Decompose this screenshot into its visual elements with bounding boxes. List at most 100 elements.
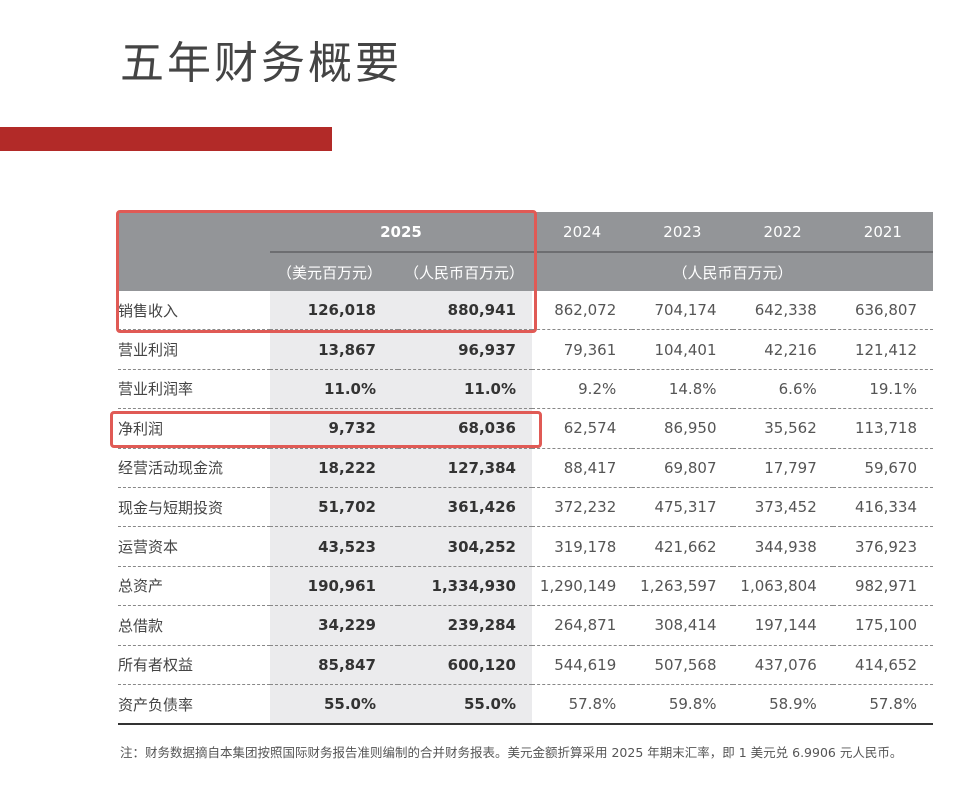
cell-2021: 59,670 — [832, 448, 933, 488]
cell-cny-2025: 11.0% — [398, 369, 532, 410]
header-unit-history: （人民币百万元） — [532, 252, 933, 291]
cell-2024: 79,361 — [532, 329, 633, 370]
financial-summary-table-wrap: 2025 2024 2023 2022 2021 （美元百万元） （人民币百万元… — [118, 212, 933, 726]
cell-2024: 62,574 — [532, 408, 633, 449]
cell-2022: 42,216 — [732, 329, 833, 370]
header-unit-cny: （人民币百万元） — [398, 252, 532, 291]
cell-2024: 1,290,149 — [532, 566, 633, 607]
cell-cny-2025: 1,334,930 — [398, 566, 532, 607]
cell-usd-2025: 13,867 — [270, 329, 398, 370]
cell-2022: 344,938 — [732, 526, 833, 567]
header-year-2024: 2024 — [532, 212, 633, 253]
cell-2021: 416,334 — [832, 487, 933, 528]
cell-2023: 59.8% — [632, 684, 733, 726]
accent-bar — [0, 127, 332, 151]
cell-2021: 113,718 — [832, 408, 933, 449]
cell-2023: 507,568 — [632, 645, 733, 685]
cell-2021: 414,652 — [832, 645, 933, 685]
cell-2023: 421,662 — [632, 526, 733, 567]
row-label: 现金与短期投资 — [118, 487, 270, 528]
cell-cny-2025: 127,384 — [398, 448, 532, 488]
row-label: 总借款 — [118, 605, 270, 646]
cell-2023: 14.8% — [632, 369, 733, 410]
header-unit-usd: （美元百万元） — [270, 252, 398, 291]
header-year-2023: 2023 — [632, 212, 733, 253]
header-year-2021: 2021 — [832, 212, 933, 253]
cell-usd-2025: 85,847 — [270, 645, 398, 685]
cell-2021: 121,412 — [832, 329, 933, 370]
page-title: 五年财务概要 — [120, 38, 402, 89]
cell-usd-2025: 43,523 — [270, 526, 398, 567]
cell-2022: 1,063,804 — [732, 566, 833, 607]
cell-2021: 19.1% — [832, 369, 933, 410]
cell-2022: 6.6% — [732, 369, 833, 410]
cell-2022: 642,338 — [732, 291, 833, 331]
cell-2021: 636,807 — [832, 291, 933, 331]
header-blank — [118, 212, 270, 252]
cell-2024: 372,232 — [532, 487, 633, 528]
table-row: 运营资本 43,523 304,252 319,178 421,662 344,… — [118, 526, 933, 567]
cell-usd-2025: 11.0% — [270, 369, 398, 410]
row-label: 营业利润率 — [118, 369, 270, 410]
cell-2022: 437,076 — [732, 645, 833, 685]
cell-2023: 104,401 — [632, 329, 733, 370]
cell-2024: 319,178 — [532, 526, 633, 567]
cell-cny-2025: 239,284 — [398, 605, 532, 646]
table-row: 所有者权益 85,847 600,120 544,619 507,568 437… — [118, 645, 933, 685]
cell-2024: 862,072 — [532, 291, 633, 331]
header-year-2022: 2022 — [732, 212, 833, 253]
cell-cny-2025: 600,120 — [398, 645, 532, 685]
cell-cny-2025: 55.0% — [398, 684, 532, 726]
table-body: 销售收入 126,018 880,941 862,072 704,174 642… — [118, 291, 933, 726]
row-label: 营业利润 — [118, 329, 270, 370]
header-unit-row: （美元百万元） （人民币百万元） （人民币百万元） — [118, 252, 933, 291]
cell-2021: 175,100 — [832, 605, 933, 646]
table-row: 资产负债率 55.0% 55.0% 57.8% 59.8% 58.9% 57.8… — [118, 684, 933, 726]
cell-2024: 57.8% — [532, 684, 633, 726]
cell-2024: 9.2% — [532, 369, 633, 410]
cell-2023: 704,174 — [632, 291, 733, 331]
cell-usd-2025: 9,732 — [270, 408, 398, 449]
row-label: 净利润 — [118, 408, 270, 449]
cell-2022: 197,144 — [732, 605, 833, 646]
cell-2022: 58.9% — [732, 684, 833, 726]
row-label: 资产负债率 — [118, 684, 270, 726]
cell-2021: 982,971 — [832, 566, 933, 607]
cell-cny-2025: 68,036 — [398, 408, 532, 449]
table-row: 现金与短期投资 51,702 361,426 372,232 475,317 3… — [118, 487, 933, 528]
cell-2023: 1,263,597 — [632, 566, 733, 607]
header-blank-2 — [118, 252, 270, 291]
cell-usd-2025: 190,961 — [270, 566, 398, 607]
cell-usd-2025: 126,018 — [270, 291, 398, 331]
cell-usd-2025: 51,702 — [270, 487, 398, 528]
cell-cny-2025: 880,941 — [398, 291, 532, 331]
cell-2022: 373,452 — [732, 487, 833, 528]
cell-2022: 17,797 — [732, 448, 833, 488]
cell-2021: 57.8% — [832, 684, 933, 726]
cell-2024: 544,619 — [532, 645, 633, 685]
row-label: 销售收入 — [118, 291, 270, 331]
cell-2024: 88,417 — [532, 448, 633, 488]
table-row: 营业利润率 11.0% 11.0% 9.2% 14.8% 6.6% 19.1% — [118, 369, 933, 410]
cell-2022: 35,562 — [732, 408, 833, 449]
row-label: 运营资本 — [118, 526, 270, 567]
table-row: 销售收入 126,018 880,941 862,072 704,174 642… — [118, 291, 933, 331]
cell-2023: 86,950 — [632, 408, 733, 449]
cell-cny-2025: 361,426 — [398, 487, 532, 528]
cell-2023: 69,807 — [632, 448, 733, 488]
cell-usd-2025: 34,229 — [270, 605, 398, 646]
cell-cny-2025: 304,252 — [398, 526, 532, 567]
table-row: 总借款 34,229 239,284 264,871 308,414 197,1… — [118, 605, 933, 646]
table-row: 净利润 9,732 68,036 62,574 86,950 35,562 11… — [118, 408, 933, 449]
cell-usd-2025: 18,222 — [270, 448, 398, 488]
header-year-2025: 2025 — [270, 212, 532, 253]
cell-usd-2025: 55.0% — [270, 684, 398, 726]
cell-2023: 308,414 — [632, 605, 733, 646]
cell-2023: 475,317 — [632, 487, 733, 528]
table-row: 总资产 190,961 1,334,930 1,290,149 1,263,59… — [118, 566, 933, 607]
footnote: 注：财务数据摘自本集团按照国际财务报告准则编制的合并财务报表。美元金额折算采用 … — [120, 745, 903, 760]
cell-cny-2025: 96,937 — [398, 329, 532, 370]
row-label: 所有者权益 — [118, 645, 270, 685]
row-label: 总资产 — [118, 566, 270, 607]
header-year-row: 2025 2024 2023 2022 2021 — [118, 212, 933, 253]
